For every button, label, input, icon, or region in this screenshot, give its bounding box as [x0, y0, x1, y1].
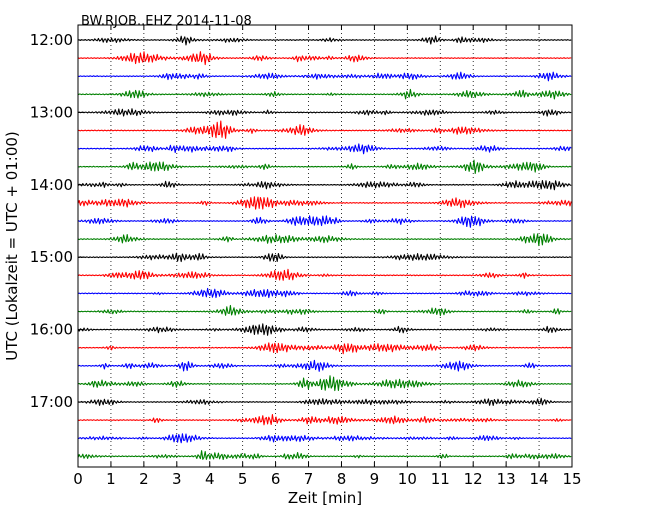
x-tick-label: 7 [304, 470, 314, 488]
trace-line [77, 180, 572, 191]
y-tick-label: 12:00 [30, 31, 73, 49]
x-tick-label: 13 [497, 470, 516, 488]
trace-line [77, 51, 572, 66]
trace-line [77, 287, 572, 299]
x-tick-label: 15 [562, 470, 581, 488]
trace-line [77, 375, 572, 392]
x-tick-label: 11 [431, 470, 450, 488]
x-tick-label: 5 [238, 470, 248, 488]
trace-line [77, 359, 572, 372]
y-tick-label: 13:00 [30, 103, 73, 121]
y-tick-label: 14:00 [30, 176, 73, 194]
y-axis-label: UTC (Lokalzeit = UTC + 01:00) [3, 131, 21, 361]
x-tick-label: 0 [73, 470, 83, 488]
x-tick-label: 10 [398, 470, 417, 488]
x-axis-ticks: 0 1 2 3 4 5 6 7 8 9 10 11 12 13 14 15 [73, 25, 582, 488]
trace-line [77, 323, 572, 336]
trace-line [77, 304, 572, 317]
x-tick-label: 1 [106, 470, 116, 488]
trace-line [77, 120, 572, 139]
trace-line [77, 233, 572, 247]
trace-line [77, 159, 572, 174]
chart-title: BW.RJOB..EHZ 2014-11-08 [81, 14, 252, 29]
x-tick-label: 2 [139, 470, 149, 488]
trace-line [77, 397, 572, 406]
trace-line [77, 35, 572, 46]
x-tick-label: 3 [172, 470, 182, 488]
trace-line [77, 450, 572, 461]
trace-line [77, 268, 572, 281]
trace-line [77, 342, 572, 355]
trace-line [77, 71, 572, 82]
y-tick-label: 17:00 [30, 393, 73, 411]
x-tick-label: 12 [464, 470, 483, 488]
x-tick-label: 4 [205, 470, 215, 488]
trace-line [77, 215, 572, 228]
x-tick-label: 14 [530, 470, 549, 488]
trace-line [77, 108, 572, 117]
plot-frame [77, 24, 573, 468]
grid-lines [110, 25, 540, 467]
trace-line [77, 414, 572, 426]
x-tick-label: 8 [337, 470, 347, 488]
y-axis-ticks: 12:00 13:00 14:00 15:00 16:00 17:00 [30, 31, 84, 411]
y-tick-label: 16:00 [30, 321, 73, 339]
trace-line [77, 196, 572, 210]
trace-lines [77, 35, 572, 461]
trace-line [77, 433, 572, 444]
trace-line [77, 88, 572, 100]
trace-line [77, 143, 572, 155]
trace-line [77, 252, 572, 263]
x-tick-label: 9 [370, 470, 380, 488]
y-tick-label: 15:00 [30, 248, 73, 266]
x-tick-label: 6 [271, 470, 281, 488]
x-axis-label: Zeit [min] [288, 489, 362, 507]
